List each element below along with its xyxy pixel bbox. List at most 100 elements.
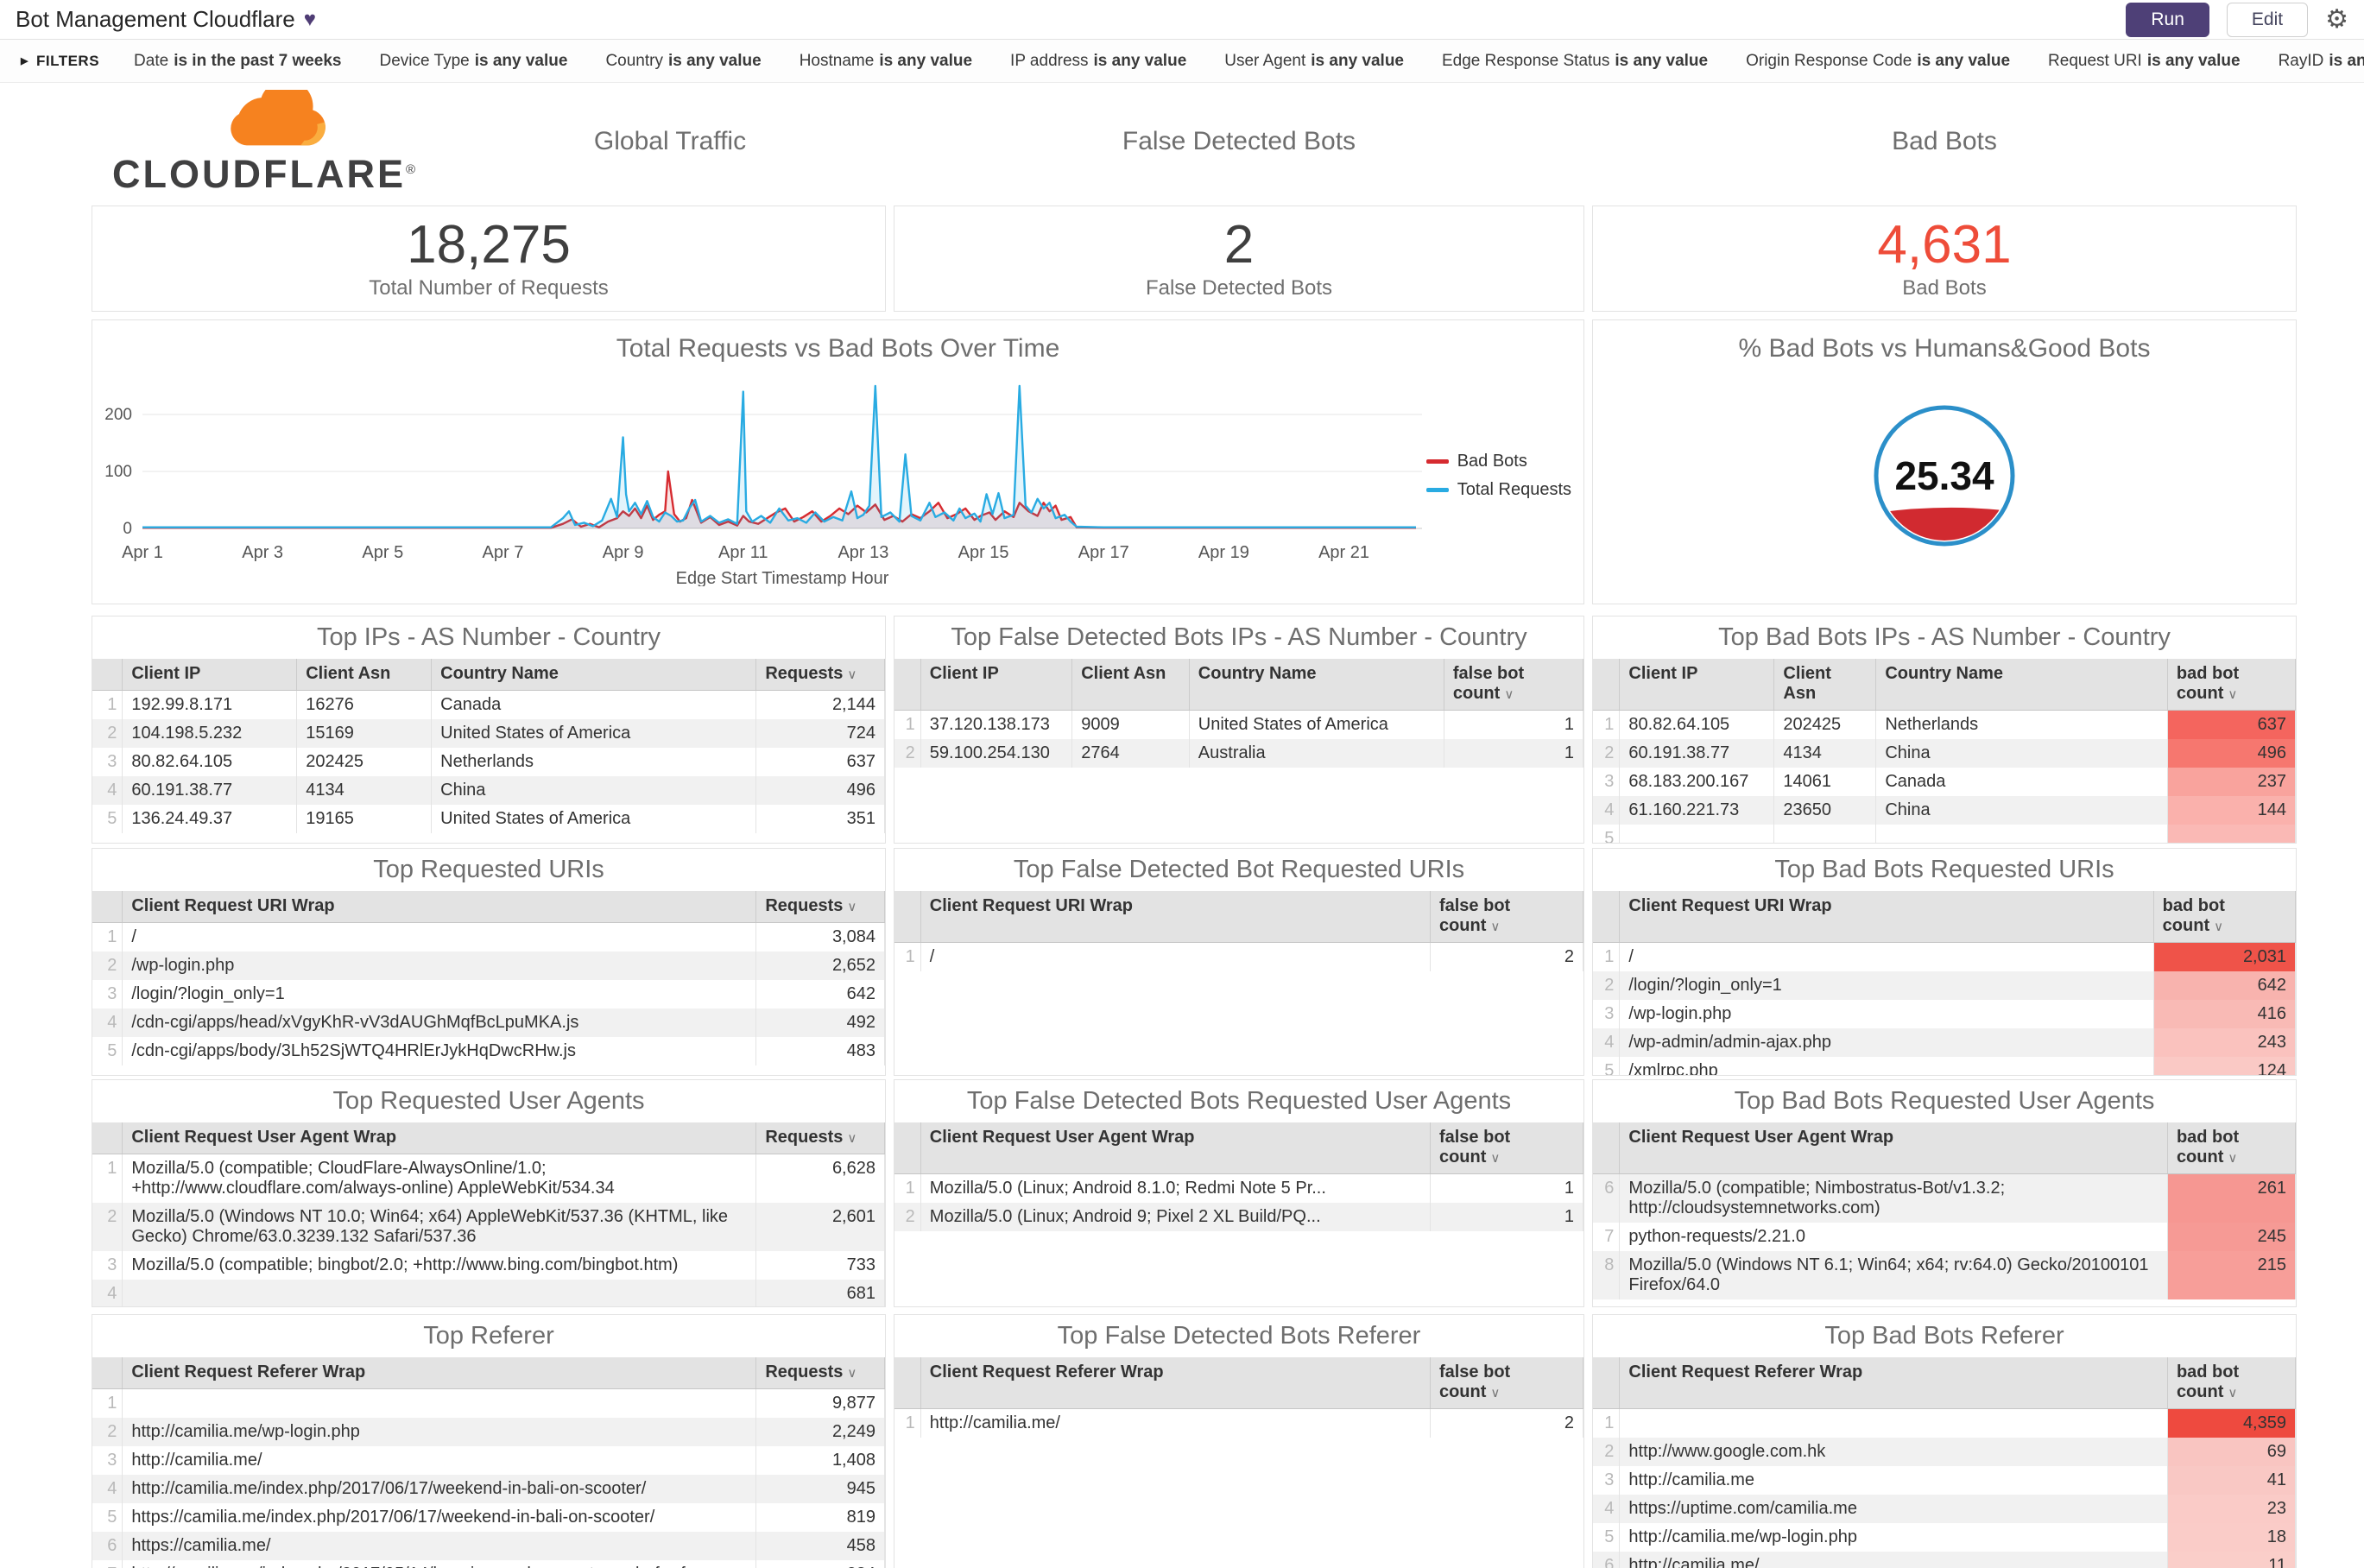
cell-value: 80.82.64.105 <box>1619 710 1775 739</box>
gear-icon[interactable]: ⚙ <box>2325 4 2348 34</box>
legend-item-total-requests[interactable]: Total Requests <box>1425 480 1571 500</box>
column-header[interactable]: Client Request Referer Wrap <box>920 1357 1431 1409</box>
filter-item[interactable]: IP address is any value <box>1010 51 1187 70</box>
column-header[interactable]: Client Asn <box>296 659 433 691</box>
cell-value: 59.100.254.130 <box>920 739 1073 768</box>
run-button[interactable]: Run <box>2126 2 2209 37</box>
filter-item[interactable]: Hostname is any value <box>799 51 973 70</box>
svg-text:Apr 1: Apr 1 <box>122 543 163 562</box>
cell-count: 2 <box>1430 942 1583 971</box>
cell-value: China <box>1875 739 2168 768</box>
column-header[interactable]: bad bot count ∨ <box>2167 659 2296 711</box>
table-row: 6 https://camilia.me/458 <box>92 1532 885 1560</box>
column-header[interactable]: Country Name <box>431 659 757 691</box>
cell-value: Mozilla/5.0 (compatible; Nimbostratus-Bo… <box>1619 1173 2168 1223</box>
table-title: Top Requested User Agents <box>332 1087 645 1115</box>
table-row: 1/3,084 <box>92 922 885 952</box>
cell-count: 144 <box>2167 796 2296 825</box>
chart-title: Total Requests vs Bad Bots Over Time <box>616 334 1060 363</box>
row-rank: 3 <box>1593 1000 1621 1028</box>
cell-value: 19165 <box>296 805 433 833</box>
column-header[interactable]: bad bot count ∨ <box>2153 891 2296 943</box>
legend-label: Total Requests <box>1457 480 1571 499</box>
column-header[interactable]: Client Request URI Wrap <box>920 891 1431 943</box>
column-header[interactable]: bad bot count ∨ <box>2167 1357 2296 1409</box>
filter-item[interactable]: Date is in the past 7 weeks <box>134 51 342 70</box>
column-header[interactable]: Client IP <box>920 659 1073 711</box>
filter-item[interactable]: Request URI is any value <box>2048 51 2241 70</box>
sort-desc-icon: ∨ <box>2228 1386 2238 1400</box>
column-header[interactable]: false bot count ∨ <box>1430 891 1583 943</box>
column-header[interactable]: Requests ∨ <box>755 891 885 923</box>
cell-count: 2,144 <box>755 690 885 719</box>
cell-value: / <box>1619 942 2154 971</box>
column-header[interactable]: bad bot count ∨ <box>2167 1122 2296 1174</box>
row-rank: 1 <box>894 1173 921 1203</box>
gauge-title: % Bad Bots vs Humans&Good Bots <box>1738 334 2151 363</box>
rank-column-header <box>1593 891 1621 943</box>
cell-count: 733 <box>755 1251 885 1280</box>
cell-value <box>1619 1408 2168 1438</box>
cell-count: 9,877 <box>755 1388 885 1418</box>
column-header[interactable]: Client Request User Agent Wrap <box>1619 1122 2168 1174</box>
panel-bad-bots-gauge: % Bad Bots vs Humans&Good Bots 25.34 <box>1592 319 2297 604</box>
column-header[interactable]: Client Asn <box>1071 659 1190 711</box>
header-cell-bad-bots: Bad Bots <box>1592 83 2297 200</box>
column-header[interactable]: Client Asn <box>1773 659 1877 711</box>
cell-value: 192.99.8.171 <box>122 690 298 719</box>
table-title: Top IPs - AS Number - Country <box>316 623 661 651</box>
column-header[interactable]: Requests ∨ <box>755 659 885 691</box>
column-header[interactable]: Client Request Referer Wrap <box>1619 1357 2168 1409</box>
column-header[interactable]: false bot count ∨ <box>1430 1122 1583 1174</box>
column-header[interactable]: Client Request User Agent Wrap <box>122 1122 757 1154</box>
cell-count: 458 <box>755 1532 885 1560</box>
registered-mark: ® <box>405 162 419 177</box>
column-header[interactable]: false bot count ∨ <box>1444 659 1583 711</box>
kpi-false-detected-bots-value: 2 <box>1223 214 1255 275</box>
filter-item[interactable]: Country is any value <box>605 51 762 70</box>
cell-count: 819 <box>755 1503 885 1532</box>
table-row: 6 http://camilia.me/11 <box>1593 1552 2296 1568</box>
edit-button[interactable]: Edit <box>2226 2 2309 37</box>
kpi-false-detected-bots: 2 False Detected Bots <box>894 205 1584 312</box>
cell-value: /wp-login.php <box>1619 1000 2154 1028</box>
column-header[interactable]: Client Request Referer Wrap <box>122 1357 757 1389</box>
column-header[interactable]: Client IP <box>1619 659 1775 711</box>
filter-item[interactable]: User Agent is any value <box>1224 51 1404 70</box>
cell-count: 724 <box>755 719 885 748</box>
sort-desc-icon: ∨ <box>847 667 857 682</box>
table-row: 2 59.100.254.130 2764 Australia 1 <box>894 739 1583 768</box>
column-header[interactable]: Client Request URI Wrap <box>1619 891 2154 943</box>
row-rank: 3 <box>92 1251 123 1280</box>
svg-text:Apr 15: Apr 15 <box>958 543 1009 562</box>
column-header[interactable]: Client Request User Agent Wrap <box>920 1122 1431 1174</box>
row-rank: 2 <box>1593 971 1621 1000</box>
table-row: 1 37.120.138.173 9009 United States of Amer… <box>894 710 1583 739</box>
column-header[interactable]: Requests ∨ <box>755 1357 885 1389</box>
legend-item-bad-bots[interactable]: Bad Bots <box>1425 452 1571 471</box>
filter-item[interactable]: Device Type is any value <box>379 51 568 70</box>
column-header[interactable]: Country Name <box>1189 659 1444 711</box>
table-row: 4 61.160.221.73 23650 China 144 <box>1593 796 2296 825</box>
cell-value: Mozilla/5.0 (Linux; Android 9; Pixel 2 X… <box>920 1203 1431 1231</box>
cell-count: 237 <box>2167 768 2296 796</box>
row-rank: 1 <box>92 690 123 719</box>
cell-value <box>1773 825 1877 843</box>
column-header[interactable]: Client IP <box>122 659 298 691</box>
column-header[interactable]: Country Name <box>1875 659 2168 711</box>
column-header[interactable]: Client Request URI Wrap <box>122 891 757 923</box>
filters-toggle[interactable]: ▶ FILTERS <box>21 53 99 70</box>
cell-count: 2,249 <box>755 1418 885 1446</box>
column-header[interactable]: Requests ∨ <box>755 1122 885 1154</box>
rank-column-header <box>1593 659 1621 711</box>
filter-item[interactable]: Origin Response Code is any value <box>1746 51 2011 70</box>
cell-value: 136.24.49.37 <box>122 805 298 833</box>
svg-text:Apr 5: Apr 5 <box>362 543 403 562</box>
rank-column-header <box>894 659 921 711</box>
row-rank: 5 <box>1593 1523 1621 1552</box>
column-header[interactable]: false bot count ∨ <box>1430 1357 1583 1409</box>
svg-text:200: 200 <box>104 406 132 424</box>
filter-item[interactable]: Edge Response Status is any value <box>1442 51 1709 70</box>
row-rank: 1 <box>92 922 123 952</box>
